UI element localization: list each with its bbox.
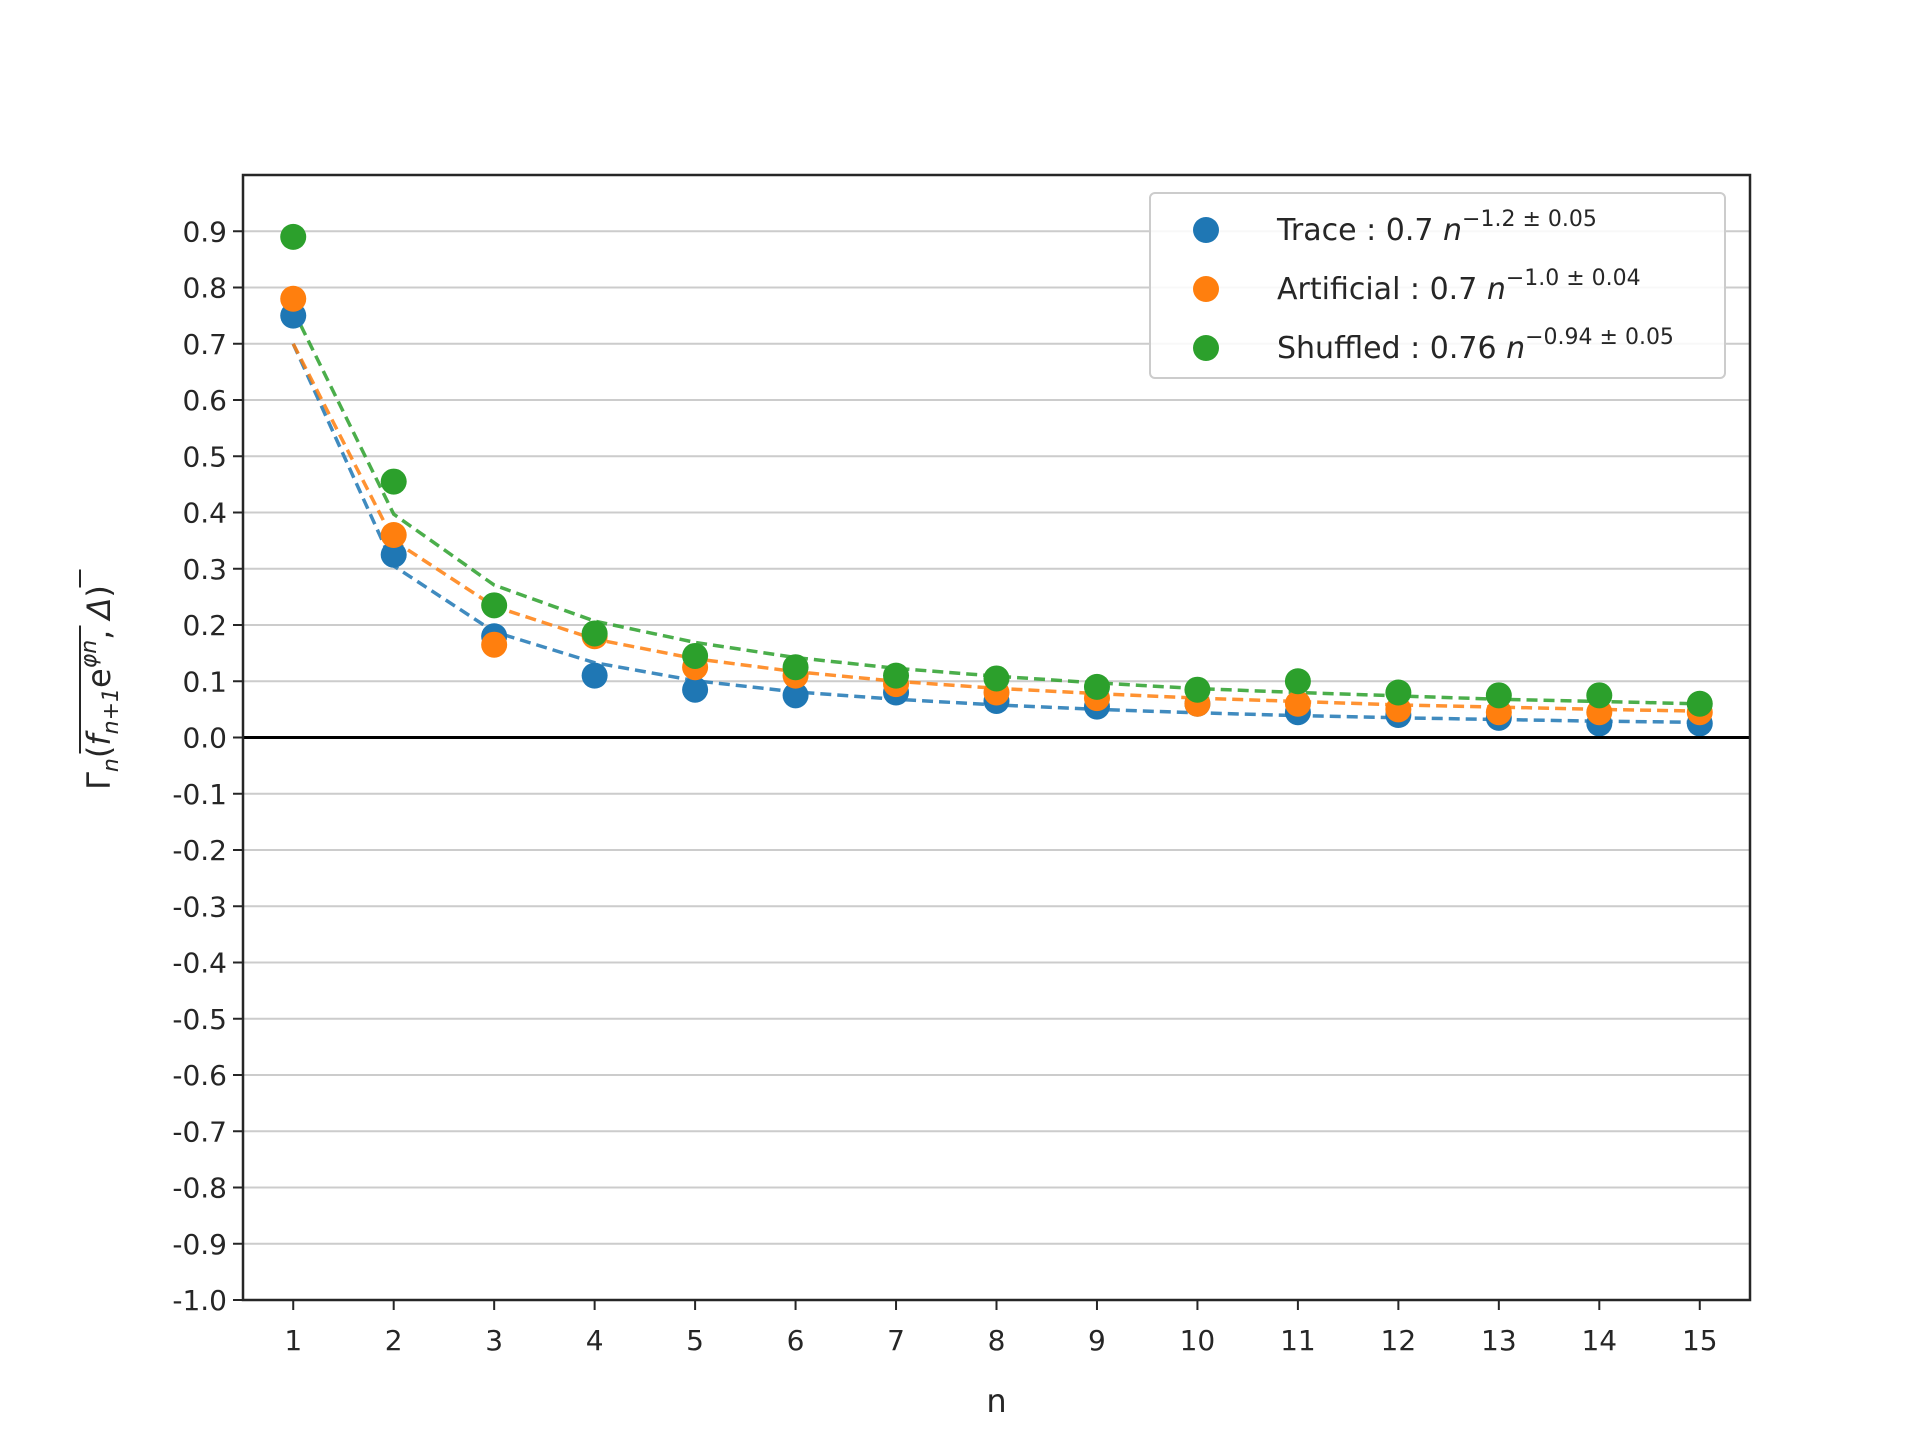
- y-title-part: Δ: [80, 598, 118, 623]
- y-tick-label: -0.2: [172, 834, 227, 867]
- y-tick-label: 0.1: [182, 665, 227, 698]
- y-axis-title: Γn(fn+1eφn, Δ): [77, 569, 124, 790]
- point-shuffled: [280, 223, 307, 250]
- point-trace: [682, 676, 709, 703]
- point-shuffled: [883, 662, 910, 689]
- point-trace: [581, 662, 608, 689]
- y-tick-label: -0.3: [172, 890, 227, 923]
- y-title-part: φn: [77, 640, 102, 668]
- point-shuffled: [380, 468, 407, 495]
- fit-line-artificial: [291, 343, 1700, 713]
- x-tick-label: 14: [1581, 1324, 1617, 1357]
- point-shuffled: [1284, 668, 1311, 695]
- legend-label-artificial: Artificial : 0.7 n−1.0 ± 0.04: [1277, 266, 1641, 307]
- x-tick-label: 1: [284, 1324, 302, 1357]
- y-title-part: n: [99, 758, 124, 772]
- x-axis-title: n: [986, 1382, 1006, 1420]
- y-tick-label: 0.0: [182, 722, 227, 755]
- y-tick-label: -0.9: [172, 1228, 227, 1261]
- data-points: [280, 223, 1713, 737]
- point-shuffled: [682, 642, 709, 669]
- point-shuffled: [1686, 690, 1713, 717]
- y-tick-label: -0.6: [172, 1059, 227, 1092]
- point-shuffled: [1385, 679, 1412, 706]
- y-title-part: Γ: [80, 772, 118, 790]
- y-title-part: e: [80, 668, 118, 688]
- legend: Trace : 0.7 n−1.2 ± 0.05 Artificial : 0.7…: [1149, 192, 1726, 379]
- fit-line-shuffled: [291, 309, 1700, 706]
- y-tick-label: 0.7: [182, 328, 227, 361]
- x-tick-label: 3: [485, 1324, 503, 1357]
- point-shuffled: [1485, 682, 1512, 709]
- y-tick-label: -0.7: [172, 1115, 227, 1148]
- x-tick-label: 8: [988, 1324, 1006, 1357]
- point-shuffled: [481, 592, 508, 619]
- x-tick-label: 11: [1280, 1324, 1316, 1357]
- point-shuffled: [983, 665, 1010, 692]
- y-tick-label: 0.9: [182, 215, 227, 248]
- x-axis-ticks: 1 2 3 4 5 6 7 8 9 10 11 12 13 14 15: [284, 1300, 1718, 1357]
- y-axis-ticks: -1.0 -0.9 -0.8 -0.7 -0.6 -0.5 -0.4 -0.3 -0.2 -0.1…: [172, 215, 243, 1317]
- y-axis-title-text: Γn(fn+1eφn, Δ): [77, 585, 124, 790]
- y-tick-label: -0.1: [172, 778, 227, 811]
- point-shuffled: [1586, 682, 1613, 709]
- legend-marker-artificial: [1193, 276, 1219, 302]
- y-tick-label: -1.0: [172, 1284, 227, 1317]
- x-tick-label: 13: [1481, 1324, 1517, 1357]
- x-tick-label: 9: [1088, 1324, 1106, 1357]
- x-tick-label: 2: [385, 1324, 403, 1357]
- point-artificial: [481, 631, 508, 658]
- point-shuffled: [1083, 673, 1110, 700]
- y-tick-label: 0.8: [182, 272, 227, 305]
- y-tick-label: 0.6: [182, 384, 227, 417]
- legend-marker-shuffled: [1193, 335, 1219, 361]
- point-artificial: [380, 522, 407, 548]
- y-title-part: ,: [80, 619, 118, 639]
- legend-label-shuffled: Shuffled : 0.76 n−0.94 ± 0.05: [1277, 325, 1674, 366]
- x-tick-label: 6: [787, 1324, 805, 1357]
- y-title-part: (: [80, 746, 118, 758]
- y-tick-label: -0.4: [172, 947, 227, 980]
- x-tick-label: 15: [1682, 1324, 1718, 1357]
- x-tick-label: 4: [586, 1324, 604, 1357]
- y-tick-label: 0.5: [182, 440, 227, 473]
- y-tick-label: 0.4: [182, 497, 227, 530]
- y-tick-label: 0.3: [182, 553, 227, 586]
- legend-marker-trace: [1193, 217, 1219, 243]
- y-tick-label: -0.5: [172, 1003, 227, 1036]
- legend-box: [1149, 192, 1726, 379]
- y-tick-label: -0.8: [172, 1172, 227, 1205]
- x-tick-label: 10: [1180, 1324, 1216, 1357]
- point-shuffled: [1184, 676, 1211, 703]
- point-shuffled: [782, 654, 809, 681]
- x-tick-label: 7: [887, 1324, 905, 1357]
- y-tick-label: 0.2: [182, 609, 227, 642]
- y-title-part: n+1: [99, 688, 124, 734]
- point-trace: [782, 682, 809, 709]
- legend-label-trace: Trace : 0.7 n−1.2 ± 0.05: [1276, 207, 1597, 248]
- x-tick-label: 12: [1381, 1324, 1417, 1357]
- point-artificial: [1284, 690, 1311, 717]
- x-tick-label: 5: [686, 1324, 704, 1357]
- point-artificial: [280, 285, 307, 312]
- point-shuffled: [581, 620, 608, 647]
- y-title-part: ): [80, 585, 118, 597]
- point-trace: [380, 541, 407, 568]
